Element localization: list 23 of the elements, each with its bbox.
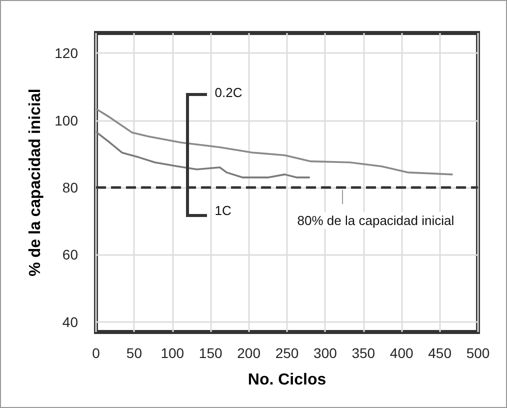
x-tick-label: 50 [126, 345, 142, 361]
x-tick-label: 250 [275, 345, 299, 361]
x-tick-label: 500 [466, 345, 490, 361]
x-tick-label: 400 [390, 345, 414, 361]
x-tick-label: 450 [428, 345, 452, 361]
x-tick-label: 350 [352, 345, 376, 361]
y-tick-label: 100 [54, 112, 78, 128]
x-axis-title: No. Ciclos [248, 372, 326, 388]
annotation: 0.2C [212, 84, 246, 101]
y-tick-label: 60 [62, 246, 78, 263]
line-series [96, 108, 453, 176]
ref-line-label: 80% de la capacidad inicial [294, 212, 458, 229]
y-axis-title: % de la capacidad inicial [27, 88, 44, 276]
x-tick-label: 150 [198, 345, 222, 361]
y-tick-label: 40 [62, 314, 78, 330]
x-tick-label: 200 [237, 345, 261, 361]
y-tick-label: 120 [54, 45, 78, 62]
annotation: 1C [212, 202, 234, 219]
x-tick-label: 100 [160, 345, 184, 361]
line-series [96, 132, 310, 178]
y-tick-label: 80 [62, 180, 78, 196]
x-tick-label: 300 [314, 345, 338, 361]
x-tick-label: 0 [92, 345, 100, 361]
